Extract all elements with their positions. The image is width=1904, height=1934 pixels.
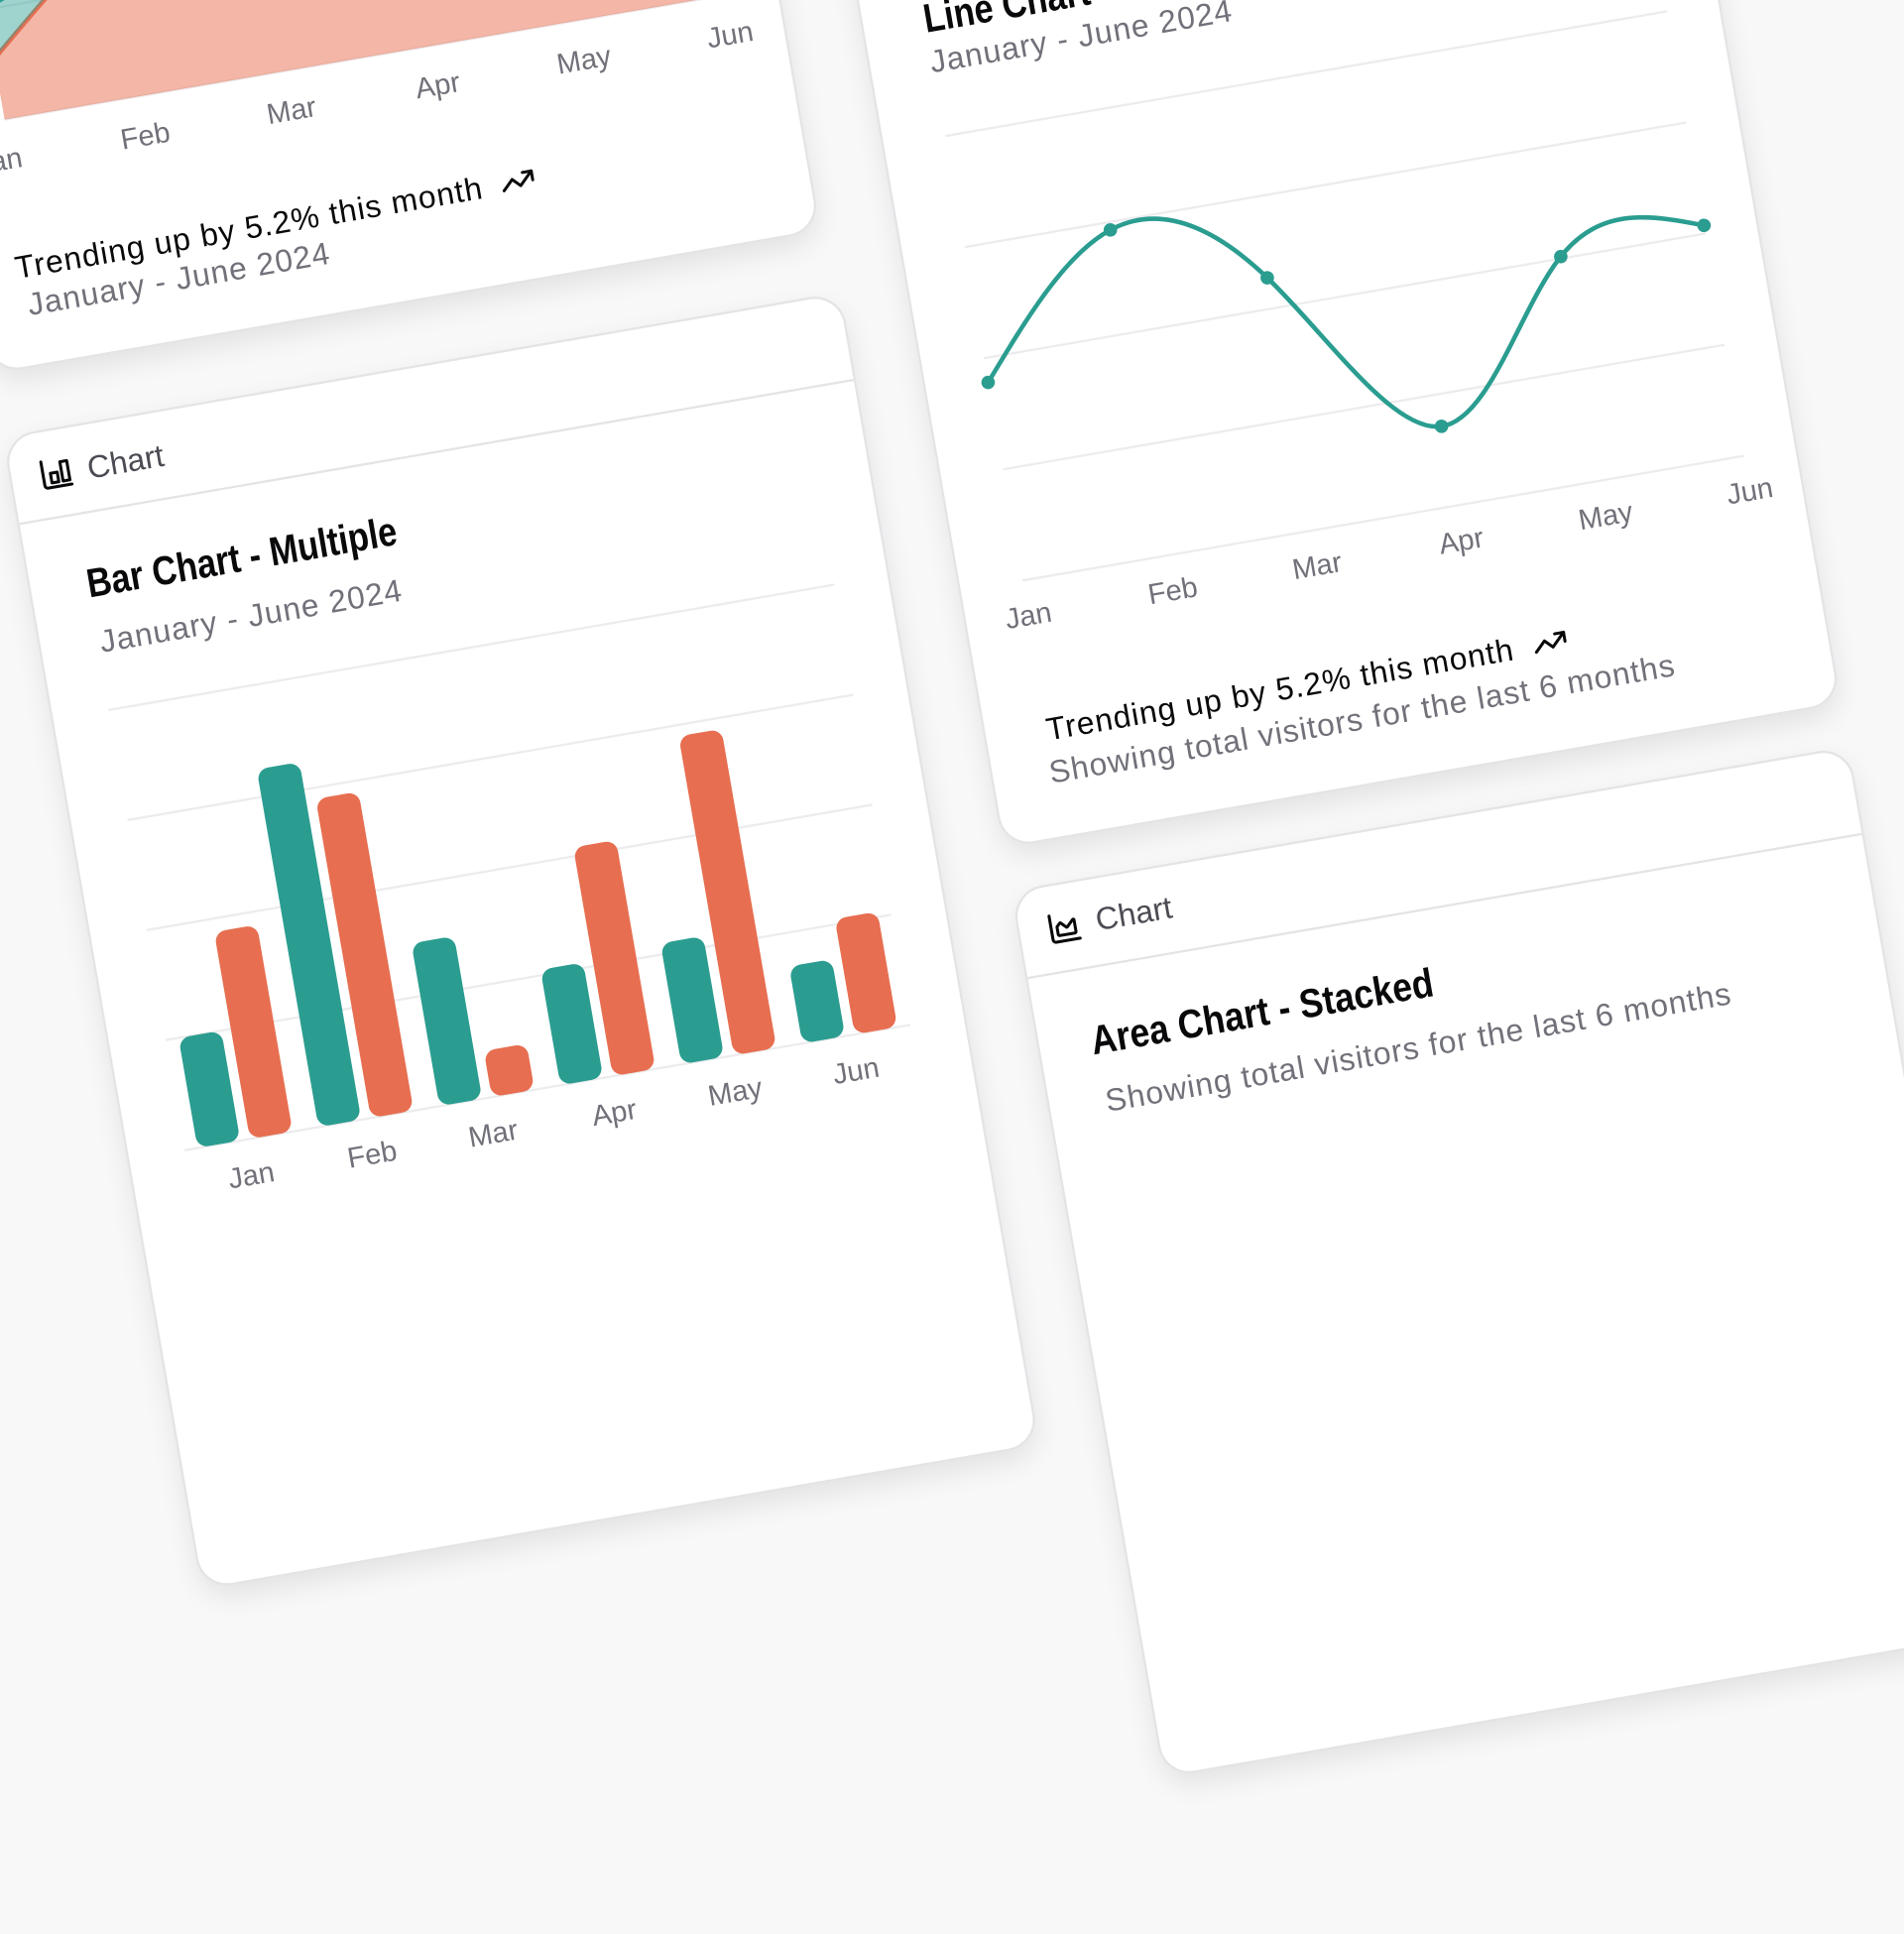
svg-text:Jan: Jan bbox=[226, 1156, 278, 1196]
svg-text:Jan: Jan bbox=[0, 142, 25, 181]
svg-text:Apr: Apr bbox=[1437, 521, 1487, 559]
svg-text:Mar: Mar bbox=[265, 91, 319, 131]
svg-text:Apr: Apr bbox=[413, 66, 462, 105]
svg-text:May: May bbox=[706, 1072, 766, 1113]
svg-text:Jun: Jun bbox=[704, 16, 756, 56]
svg-text:Mar: Mar bbox=[1290, 545, 1345, 585]
svg-text:Feb: Feb bbox=[345, 1136, 400, 1175]
svg-text:Jun: Jun bbox=[830, 1052, 882, 1092]
svg-text:Feb: Feb bbox=[118, 117, 173, 157]
svg-text:Jan: Jan bbox=[1004, 595, 1055, 635]
svg-text:Jun: Jun bbox=[1725, 471, 1776, 511]
svg-text:May: May bbox=[554, 41, 614, 81]
svg-text:Mar: Mar bbox=[466, 1115, 521, 1154]
svg-text:May: May bbox=[1577, 495, 1636, 536]
svg-text:Feb: Feb bbox=[1146, 570, 1201, 610]
svg-text:Apr: Apr bbox=[589, 1094, 639, 1133]
